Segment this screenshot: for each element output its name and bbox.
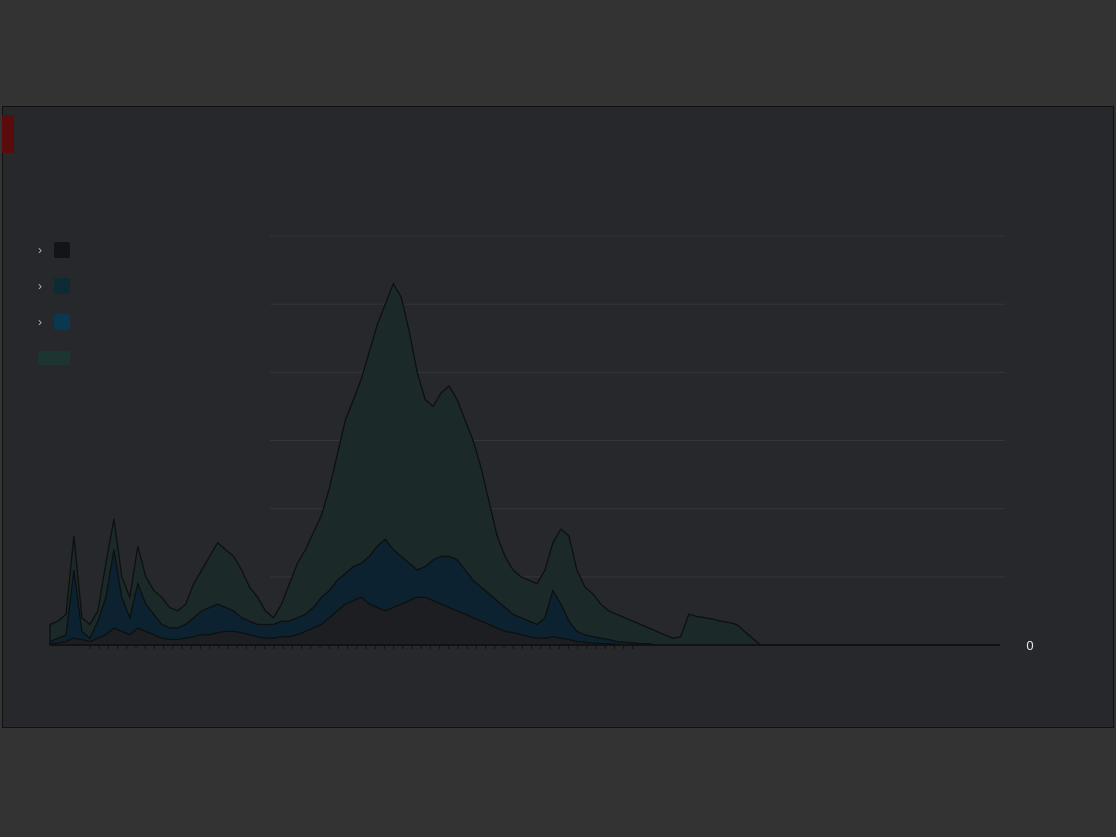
series-areas [49,282,1000,646]
accent-bar [2,115,14,153]
chevron-right-icon: › [38,315,42,329]
legend-swatch [54,242,70,258]
x-axis [50,644,1000,649]
legend-item[interactable]: › [38,304,84,340]
legend-swatch [54,314,70,330]
legend-item[interactable]: › [38,232,84,268]
y-tick-label: 0 [1026,638,1033,653]
chevron-right-icon: › [38,279,42,293]
legend-item[interactable]: › [38,268,84,304]
legend-item[interactable] [38,340,84,376]
legend: › › › [38,232,84,376]
y-axis: 0 [1026,638,1033,653]
series-area-1 [49,282,1000,646]
legend-swatch [54,278,70,294]
chevron-right-icon: › [38,243,42,257]
legend-swatch [38,351,70,365]
